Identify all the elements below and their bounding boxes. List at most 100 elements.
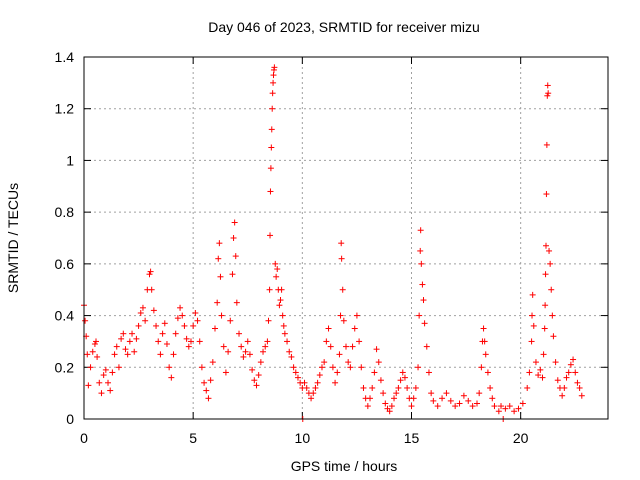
data-point bbox=[93, 338, 100, 345]
data-point bbox=[264, 338, 271, 345]
data-point bbox=[124, 351, 131, 358]
data-point bbox=[303, 384, 310, 391]
y-axis-title: SRMTID / TECUs bbox=[5, 183, 21, 293]
data-point bbox=[495, 408, 502, 415]
data-point bbox=[201, 379, 208, 386]
data-point bbox=[137, 309, 144, 316]
data-point bbox=[172, 330, 179, 337]
data-point bbox=[377, 377, 384, 384]
data-point bbox=[288, 353, 295, 360]
data-point bbox=[430, 397, 437, 404]
data-point bbox=[371, 369, 378, 376]
data-point bbox=[233, 299, 240, 306]
data-point bbox=[469, 403, 476, 410]
data-point bbox=[347, 364, 354, 371]
data-point bbox=[327, 343, 334, 350]
data-point bbox=[129, 330, 136, 337]
y-tick-label: 0.6 bbox=[55, 256, 75, 272]
data-point bbox=[410, 395, 417, 402]
data-point bbox=[336, 351, 343, 358]
data-point bbox=[502, 405, 509, 412]
data-point bbox=[574, 379, 581, 386]
data-point bbox=[484, 369, 491, 376]
data-point bbox=[102, 366, 109, 373]
data-point bbox=[367, 395, 374, 402]
data-point bbox=[480, 325, 487, 332]
data-point bbox=[563, 374, 570, 381]
data-point bbox=[314, 379, 321, 386]
data-point bbox=[408, 403, 415, 410]
y-tick-label: 0.2 bbox=[55, 359, 75, 375]
data-point bbox=[286, 348, 293, 355]
data-point bbox=[360, 384, 367, 391]
data-point bbox=[578, 392, 585, 399]
data-point bbox=[310, 390, 317, 397]
data-point bbox=[209, 359, 216, 366]
data-point bbox=[215, 255, 222, 262]
data-point bbox=[526, 369, 533, 376]
data-point bbox=[270, 72, 277, 79]
data-point bbox=[421, 320, 428, 327]
data-point bbox=[417, 247, 424, 254]
data-point bbox=[351, 325, 358, 332]
data-point bbox=[474, 400, 480, 407]
data-point bbox=[399, 369, 406, 376]
data-point bbox=[279, 312, 286, 319]
data-point bbox=[85, 382, 92, 389]
data-point bbox=[274, 266, 281, 273]
data-point bbox=[89, 348, 96, 355]
data-point bbox=[194, 317, 201, 324]
data-point bbox=[135, 322, 142, 329]
data-point bbox=[337, 312, 344, 319]
data-point bbox=[312, 384, 319, 391]
data-point bbox=[447, 397, 454, 404]
data-point bbox=[207, 377, 214, 384]
x-tick-label: 10 bbox=[295, 430, 311, 446]
x-tick-label: 20 bbox=[513, 430, 529, 446]
data-point bbox=[515, 405, 522, 412]
data-point bbox=[460, 392, 467, 399]
data-point bbox=[267, 165, 274, 172]
data-point bbox=[269, 90, 276, 97]
data-point bbox=[268, 126, 275, 133]
data-point bbox=[325, 325, 332, 332]
data-point bbox=[364, 403, 371, 410]
data-point bbox=[131, 348, 138, 355]
data-point bbox=[419, 281, 426, 288]
data-point bbox=[550, 333, 557, 340]
data-point bbox=[230, 235, 237, 241]
data-point bbox=[373, 346, 380, 353]
data-point bbox=[266, 286, 273, 293]
data-point bbox=[353, 312, 360, 319]
data-point bbox=[236, 330, 243, 337]
data-point bbox=[163, 341, 170, 348]
data-point bbox=[456, 400, 463, 407]
data-point bbox=[126, 338, 133, 345]
data-point bbox=[246, 351, 253, 358]
data-point bbox=[570, 356, 577, 363]
data-point bbox=[349, 343, 356, 350]
x-axis-title: GPS time / hours bbox=[291, 458, 398, 474]
data-point bbox=[269, 105, 276, 112]
data-point bbox=[423, 343, 430, 350]
axis-ticks bbox=[83, 56, 608, 420]
data-point bbox=[559, 392, 566, 399]
y-tick-label: 1 bbox=[66, 152, 74, 168]
data-point bbox=[255, 372, 262, 379]
data-point bbox=[260, 348, 267, 355]
data-point bbox=[524, 384, 531, 391]
data-point bbox=[393, 390, 400, 397]
data-point bbox=[343, 343, 349, 350]
data-point bbox=[543, 191, 550, 198]
data-point bbox=[318, 364, 325, 371]
data-point bbox=[321, 359, 328, 366]
data-point bbox=[272, 260, 279, 267]
data-point bbox=[177, 304, 184, 311]
data-point bbox=[249, 366, 256, 373]
y-tick-label: 0.4 bbox=[55, 308, 75, 324]
data-point bbox=[192, 309, 199, 316]
data-point bbox=[572, 369, 579, 376]
data-point bbox=[87, 364, 94, 371]
data-point bbox=[339, 286, 346, 293]
